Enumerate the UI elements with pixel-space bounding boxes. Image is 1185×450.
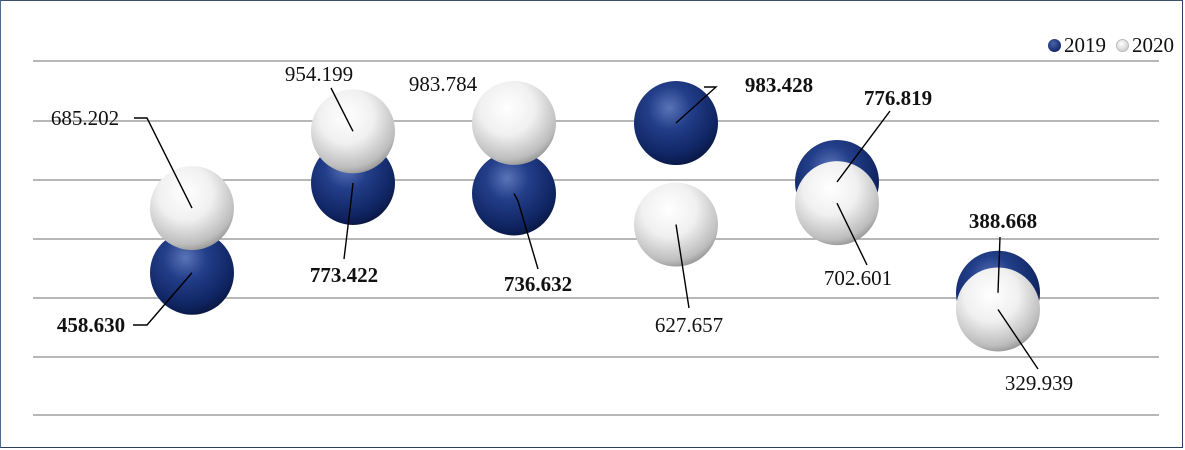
leader-line-2019-1 xyxy=(133,272,193,326)
leader-line-2020-1 xyxy=(134,117,193,209)
leader-line-2019-4 xyxy=(675,86,718,124)
data-label-2020-6: 329.939 xyxy=(1005,371,1073,395)
legend-label-2020: 2020 xyxy=(1132,33,1174,57)
data-label-2019-5: 776.819 xyxy=(864,86,932,110)
data-label-2020-3: 983.784 xyxy=(409,72,478,96)
data-label-2020-5: 702.601 xyxy=(824,266,892,290)
leader-line-2019-2 xyxy=(343,182,354,260)
data-label-2019-6: 388.668 xyxy=(969,209,1037,233)
data-label-2020-4: 627.657 xyxy=(655,313,723,337)
data-label-2019-1: 458.630 xyxy=(57,313,125,337)
leader-line-2020-6 xyxy=(997,309,1039,370)
data-label-2019-3: 736.632 xyxy=(504,272,572,296)
leader-line-2019-6 xyxy=(997,236,1001,293)
data-label-2019-4: 983.428 xyxy=(745,73,813,97)
leader-line-2019-3 xyxy=(513,193,539,270)
data-label-2019-2: 773.422 xyxy=(310,263,378,287)
leader-line-2020-4 xyxy=(675,224,690,309)
legend-item-2019: 2019 xyxy=(1048,33,1106,58)
data-label-2020-2: 954.199 xyxy=(285,62,353,86)
data-label-2020-1: 685.202 xyxy=(51,106,119,130)
legend-swatch-2019 xyxy=(1048,39,1061,52)
legend: 2019 2020 xyxy=(1048,33,1174,58)
leader-line-2019-5 xyxy=(836,110,891,183)
legend-swatch-2020 xyxy=(1116,39,1129,52)
sphere-2020-3 xyxy=(472,80,556,165)
legend-label-2019: 2019 xyxy=(1064,33,1106,57)
legend-item-2020: 2020 xyxy=(1116,33,1174,58)
data-marks: 458.630 685.202 773.422 954.199 736.632 983.7… xyxy=(51,62,1073,395)
leader-line-2020-5 xyxy=(836,202,868,266)
leader-line-2020-2 xyxy=(330,87,354,132)
